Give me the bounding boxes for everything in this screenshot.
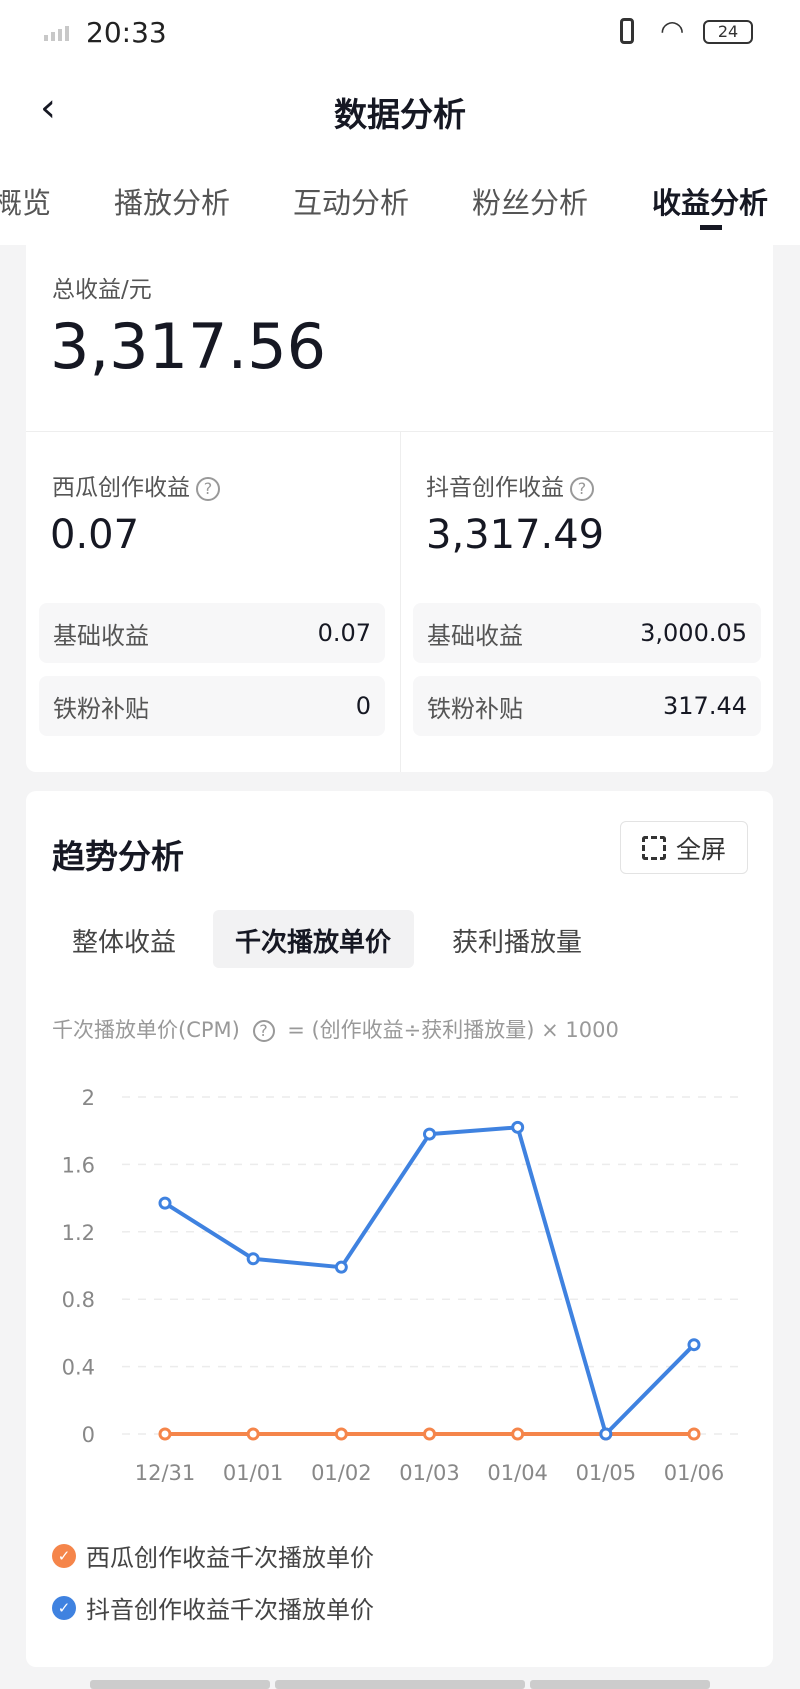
tab-earnings[interactable]: 收益分析 <box>651 186 769 220</box>
data-point <box>246 1252 260 1266</box>
tab-interaction[interactable]: 互动分析 <box>292 186 410 220</box>
data-point <box>423 1427 436 1441</box>
legend-item-xigua[interactable]: ✓ 西瓜创作收益千次播放单价 <box>52 1538 374 1573</box>
y-tick-label: 0.4 <box>62 1356 95 1380</box>
y-tick-label: 0 <box>82 1423 95 1447</box>
y-tick-label: 1.2 <box>62 1221 95 1245</box>
total-value: 3,317.56 <box>50 310 327 383</box>
douyin-fan-row: 铁粉补贴 317.44 <box>413 676 761 736</box>
xigua-label-text: 西瓜创作收益 <box>52 475 190 501</box>
bottom-tab-hint <box>530 1680 710 1689</box>
tab-playback[interactable]: 播放分析 <box>113 186 231 220</box>
data-point <box>599 1427 613 1441</box>
data-point <box>334 1427 348 1441</box>
xigua-value: 0.07 <box>50 512 140 558</box>
row-value: 0.07 <box>317 619 371 647</box>
page-title: 数据分析 <box>334 95 466 134</box>
row-label: 铁粉补贴 <box>53 694 149 723</box>
vibrate-icon <box>620 18 634 44</box>
active-subtab-bg <box>213 910 414 968</box>
legend-label: 抖音创作收益千次播放单价 <box>86 1596 374 1624</box>
help-icon[interactable]: ? <box>196 476 220 501</box>
douyin-basic-row: 基础收益 3,000.05 <box>413 603 761 663</box>
data-point <box>687 1427 701 1441</box>
help-icon[interactable]: ? <box>252 1020 275 1042</box>
y-tick-label: 2 <box>82 1086 95 1110</box>
xigua-label: 西瓜创作收益? <box>52 468 220 502</box>
series-line-1 <box>163 1125 696 1436</box>
douyin-label-text: 抖音创作收益 <box>426 475 564 501</box>
xigua-fan-row: 铁粉补贴 0 <box>39 676 385 736</box>
legend-label: 西瓜创作收益千次播放单价 <box>86 1544 374 1572</box>
douyin-value: 3,317.49 <box>426 512 605 558</box>
x-tick-label: 01/04 <box>487 1461 548 1485</box>
cpm-note: 千次播放单价(CPM) ? = (创作收益÷获利播放量) × 1000 <box>52 1014 619 1044</box>
row-value: 0 <box>355 692 371 720</box>
data-point <box>511 1427 525 1441</box>
active-tab-indicator <box>700 225 722 230</box>
check-icon: ✓ <box>52 1543 76 1568</box>
row-label: 基础收益 <box>53 621 149 650</box>
subtab-monetized-plays[interactable]: 获利播放量 <box>451 928 583 958</box>
y-tick-label: 0.8 <box>62 1288 95 1312</box>
top-bar <box>0 0 800 245</box>
data-point <box>334 1260 348 1274</box>
signal-icon <box>44 26 69 41</box>
data-point <box>246 1427 260 1441</box>
divider <box>26 431 773 432</box>
fullscreen-icon <box>641 835 666 860</box>
row-label: 基础收益 <box>427 621 523 650</box>
x-tick-label: 01/03 <box>399 1461 460 1485</box>
subtab-total[interactable]: 整体收益 <box>71 928 177 958</box>
status-time: 20:33 <box>86 16 167 49</box>
cpm-formula: = (创作收益÷获利播放量) × 1000 <box>287 1018 619 1042</box>
data-point <box>687 1338 701 1352</box>
row-value: 317.44 <box>663 692 747 720</box>
check-icon: ✓ <box>52 1595 76 1620</box>
douyin-label: 抖音创作收益? <box>426 468 594 502</box>
trend-title: 趋势分析 <box>52 837 184 876</box>
bottom-tab-hint <box>275 1680 525 1689</box>
help-icon[interactable]: ? <box>570 476 594 501</box>
data-point <box>158 1196 172 1210</box>
divider <box>400 431 401 772</box>
back-button[interactable]: ‹ <box>40 85 56 131</box>
xigua-basic-row: 基础收益 0.07 <box>39 603 385 663</box>
battery-level: 24 <box>717 22 739 41</box>
row-value: 3,000.05 <box>640 619 747 647</box>
tab-fans[interactable]: 粉丝分析 <box>471 186 589 220</box>
x-tick-label: 01/06 <box>664 1461 725 1485</box>
tab-overview[interactable]: 概览 <box>0 186 52 220</box>
y-tick-label: 1.6 <box>62 1153 95 1177</box>
x-tick-label: 12/31 <box>135 1461 196 1485</box>
data-point <box>158 1427 172 1441</box>
data-point <box>423 1127 436 1141</box>
cpm-note-label: 千次播放单价(CPM) <box>52 1018 240 1042</box>
legend-item-douyin[interactable]: ✓ 抖音创作收益千次播放单价 <box>52 1590 374 1625</box>
fullscreen-button[interactable]: 全屏 <box>620 821 748 874</box>
x-tick-label: 01/01 <box>223 1461 284 1485</box>
battery-icon: 24 <box>703 20 753 44</box>
x-tick-label: 01/02 <box>311 1461 372 1485</box>
wifi-icon: ◠ <box>660 14 685 47</box>
data-point <box>511 1120 525 1134</box>
earnings-card: 总收益/元 3,317.56 西瓜创作收益? 0.07 抖音创作收益? 3,31… <box>26 240 773 772</box>
row-label: 铁粉补贴 <box>427 694 523 723</box>
bottom-tab-hint <box>90 1680 270 1689</box>
subtab-cpm[interactable]: 千次播放单价 <box>234 928 392 958</box>
total-label: 总收益/元 <box>52 277 152 303</box>
fullscreen-label: 全屏 <box>675 834 726 864</box>
x-tick-label: 01/05 <box>576 1461 637 1485</box>
